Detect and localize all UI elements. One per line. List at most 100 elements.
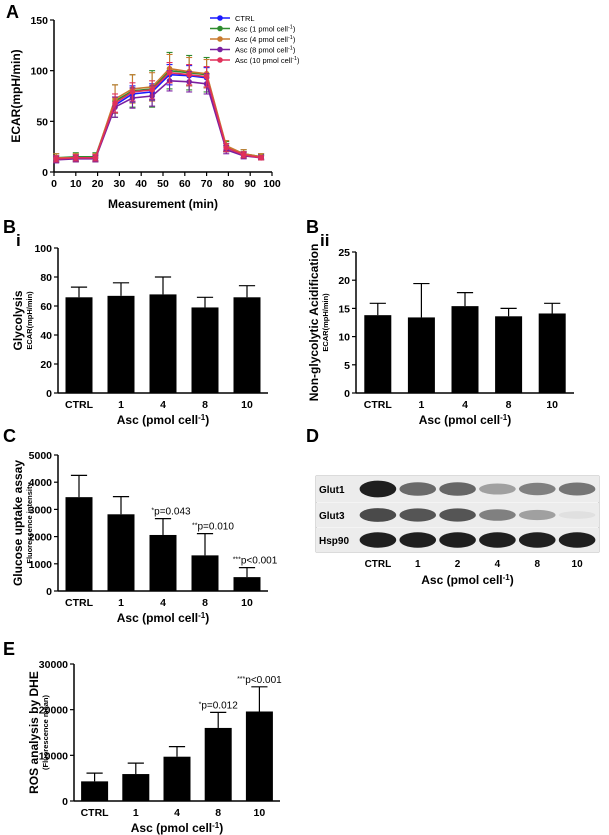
legend-marker [217, 46, 223, 53]
chart-glycolysis: 0 20 40 60 80 100 CTRL 1 4 8 10 Asc (pmol cell-1) Gl… [11, 243, 268, 427]
panel-letter-d: D [306, 426, 319, 446]
y-tick-label: 5000 [29, 450, 53, 462]
x-axis-title: Asc (pmol cell-1) [419, 413, 511, 427]
y-tick-label: 50 [36, 116, 48, 128]
y-tick-label: 80 [40, 272, 52, 284]
series-1 [53, 51, 265, 163]
band-label: Glut3 [319, 511, 345, 522]
x-tick-label: 8 [202, 597, 208, 609]
panel-letter-b-right: B [306, 217, 319, 237]
bar-1 [407, 317, 435, 393]
data-point [186, 71, 192, 78]
bar-8 [495, 316, 523, 393]
bar-4 [451, 306, 479, 393]
series-line [56, 79, 262, 161]
bar-10 [538, 313, 566, 393]
y-axis-subtitle: (Fluorescence mean) [41, 694, 50, 770]
x-tick-label: 8 [202, 399, 208, 411]
x-tick-label: 4 [160, 399, 166, 411]
data-point [240, 151, 247, 158]
bar-4 [163, 756, 191, 801]
data-point [258, 155, 264, 161]
band-glut1-lane [518, 482, 556, 496]
x-tick-label: 10 [546, 399, 558, 411]
y-tick-label: 20000 [39, 705, 68, 717]
x-tick-label: 4 [160, 597, 166, 609]
x-tick-label: 50 [157, 178, 169, 190]
x-tick-label: CTRL [81, 807, 110, 819]
x-tick-label: 60 [179, 178, 191, 190]
bar-1 [122, 774, 150, 801]
legend-marker [217, 15, 223, 21]
y-tick-label: 4000 [29, 477, 53, 489]
band-glut3-lane [359, 508, 397, 522]
y-tick-label: 25 [338, 247, 350, 259]
x-tick-label: CTRL [65, 597, 94, 609]
y-axis-subtitle: ECAR(mpH/min) [25, 291, 34, 350]
y-axis-subtitle: Fluorescence intensity [25, 482, 34, 564]
bar-8 [191, 555, 219, 591]
x-axis-title: Asc (pmol cell-1) [131, 821, 223, 835]
band-label: Glut1 [319, 485, 345, 496]
series-line [56, 73, 262, 160]
panel-letter-e: E [3, 639, 15, 659]
panel-letter-c: C [3, 426, 16, 446]
x-tick-label: 4 [462, 399, 468, 411]
y-tick-label: 10000 [39, 750, 68, 762]
x-tick-label: 40 [135, 178, 147, 190]
data-point [92, 155, 99, 161]
panel-letter-a: A [6, 2, 19, 22]
bar-10 [233, 297, 261, 393]
x-tick-label: 1 [118, 597, 124, 609]
band-glut1-lane [359, 480, 397, 498]
x-tick-label: 90 [244, 178, 256, 190]
y-tick-label: 0 [46, 388, 52, 400]
x-tick-label: 1 [133, 807, 139, 819]
y-axis-subtitle: ECAR(mpH/min) [321, 293, 330, 352]
bar-ctrl [65, 297, 93, 393]
band-glut3-lane [399, 508, 437, 522]
legend-label: Asc (1 pmol cell-1) [235, 25, 296, 34]
bar-ctrl [65, 497, 93, 591]
y-tick-label: 150 [30, 15, 48, 27]
y-axis-title: Non-glycolytic Acidification [307, 244, 321, 402]
bar-4 [149, 294, 177, 393]
x-tick-label: 30 [114, 178, 126, 190]
lane-label: 4 [495, 559, 501, 570]
legend-marker [217, 25, 223, 32]
bar-8 [191, 307, 219, 393]
y-tick-label: 10 [338, 332, 350, 344]
band-hsp90-lane [359, 532, 397, 548]
y-axis-title: ROS analysis by DHE [27, 671, 41, 794]
y-tick-label: 60 [40, 301, 52, 313]
y-axis-title: Glucose uptake assay [11, 460, 25, 586]
x-tick-label: CTRL [364, 399, 393, 411]
panel-letter-b-i: i [16, 231, 21, 250]
x-tick-label: 70 [201, 178, 213, 190]
significance-annotation: ***p<0.001 [233, 556, 278, 567]
y-tick-label: 20 [338, 275, 350, 287]
lane-label: 10 [572, 559, 584, 570]
chart-non-glycolytic-acidification: 0 5 10 15 20 25 CTRL 1 4 8 10 Asc (pmol cell-1) Non-… [307, 244, 574, 427]
bar-10 [233, 577, 261, 591]
y-tick-label: 2000 [29, 532, 53, 544]
series-4 [53, 62, 265, 163]
legend-marker [217, 36, 223, 42]
blot-x-title: Asc (pmol cell-1) [421, 573, 513, 587]
y-tick-label: 100 [34, 243, 52, 255]
bar-1 [107, 295, 135, 393]
band-hsp90-lane [518, 532, 556, 548]
significance-annotation: *p=0.012 [199, 700, 239, 711]
y-tick-label: 100 [30, 66, 48, 78]
chart-ros-dhe: 0 10000 20000 30000 CTRL 1 4 8 *p=0.012 10 ***p<0.… [27, 659, 282, 835]
y-tick-label: 0 [46, 586, 52, 598]
x-axis-title: Measurement (min) [108, 197, 218, 211]
band-label: Hsp90 [319, 536, 349, 547]
band-glut3-lane [439, 508, 476, 522]
data-point [129, 89, 136, 95]
lane-label: 2 [455, 559, 461, 570]
legend-label: Asc (10 pmol cell-1) [235, 56, 300, 65]
bar-8 [204, 727, 232, 801]
series-line [56, 71, 262, 160]
